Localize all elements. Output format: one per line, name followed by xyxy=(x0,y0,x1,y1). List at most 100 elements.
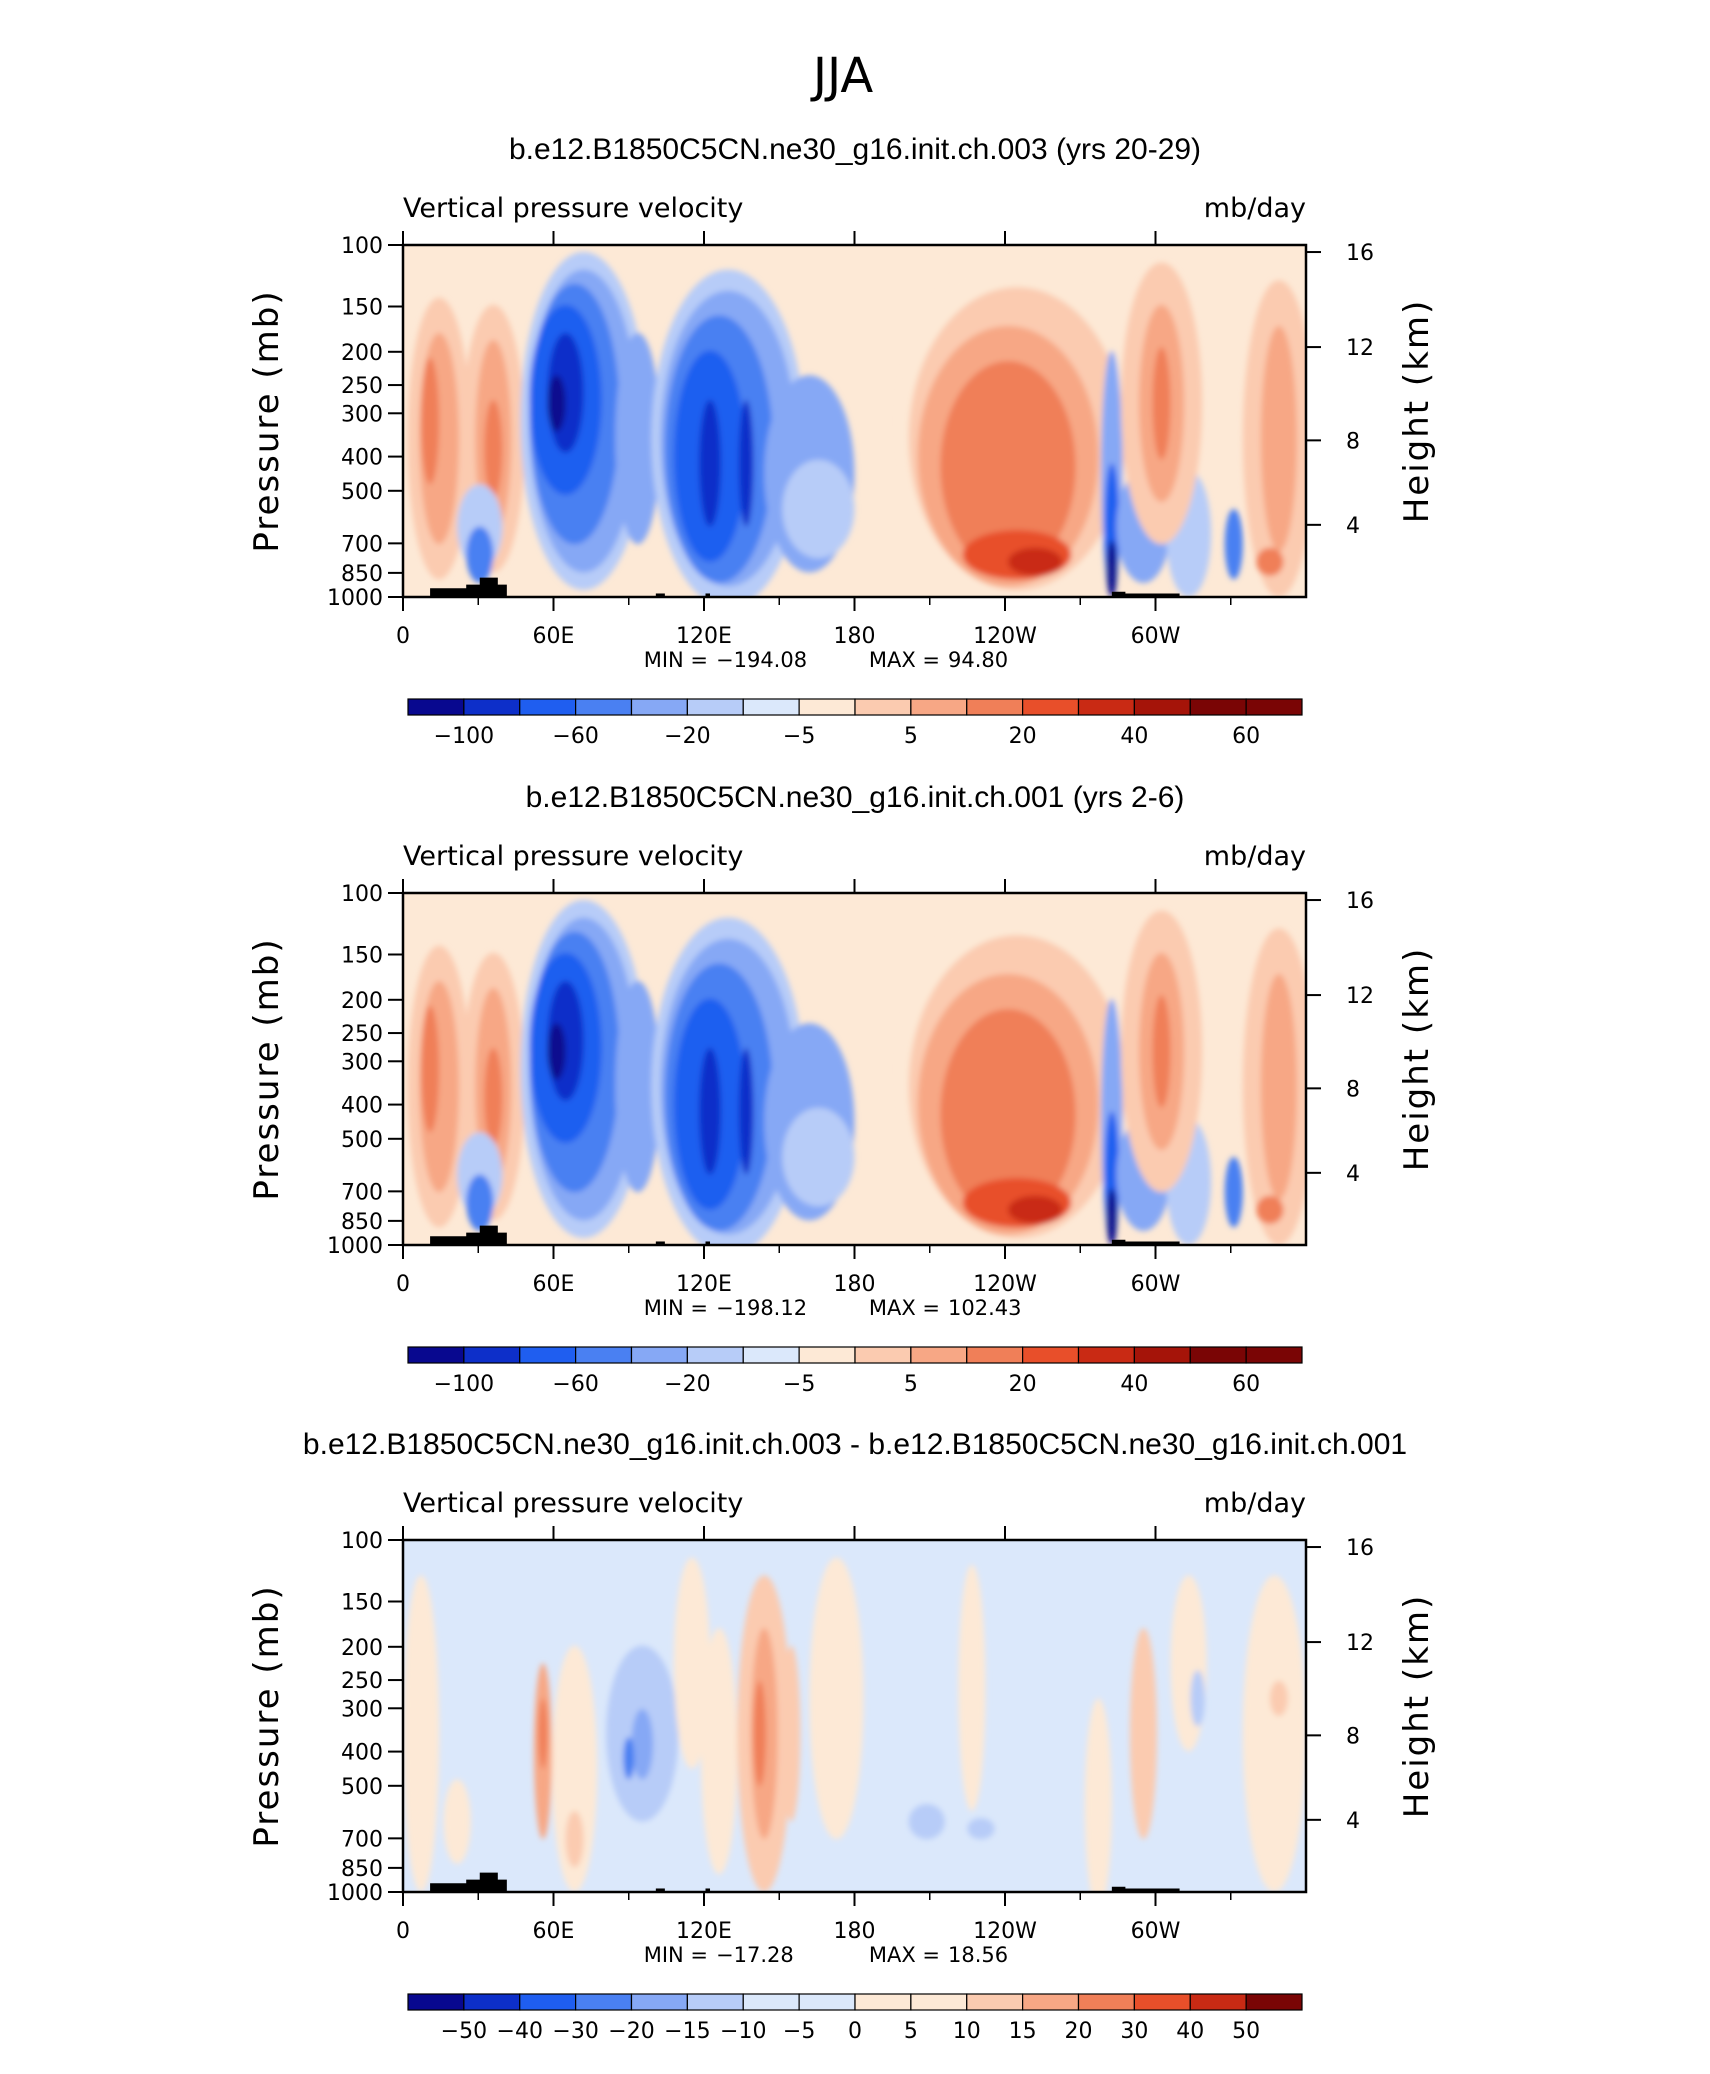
panel-1: b.e12.B1850C5CN.ne30_g16.init.ch.003 (yr… xyxy=(247,133,1437,749)
x-tick-label: 60W xyxy=(1131,624,1181,649)
colorbar: −100 −60 −20 −5 5 20 40 60 xyxy=(407,698,1303,749)
y-tick-label: 100 xyxy=(341,234,383,259)
colorbar-box xyxy=(1245,1993,1303,2011)
x-tick-label: 180 xyxy=(834,1919,876,1944)
y-tick-label: 100 xyxy=(341,1529,383,1554)
colorbar-label: −20 xyxy=(608,2019,654,2044)
colorbar-label: −100 xyxy=(434,1372,494,1397)
panel-title: b.e12.B1850C5CN.ne30_g16.init.ch.003 (yr… xyxy=(509,133,1201,166)
min-label: MIN = xyxy=(644,1943,708,1967)
colorbar-box xyxy=(1133,698,1191,716)
x-tick-label: 120E xyxy=(676,624,732,649)
units-label: mb/day xyxy=(1204,193,1306,224)
x-tick-label: 60E xyxy=(533,1919,575,1944)
y-tick-label: 150 xyxy=(341,943,383,968)
y-axis-title: Pressure (mb) xyxy=(247,1584,287,1847)
y-axis-title-right: Height (km) xyxy=(1397,1594,1437,1819)
max-label: MAX = xyxy=(869,1296,940,1320)
colorbar-box xyxy=(966,698,1024,716)
colorbar-box xyxy=(1133,1346,1191,1364)
colorbar-label: 5 xyxy=(904,1372,918,1397)
x-tick-label: 120E xyxy=(676,1919,732,1944)
y-tick-label: 500 xyxy=(341,1128,383,1153)
y-tick-label: 400 xyxy=(341,446,383,471)
min-label: MIN = xyxy=(644,1296,708,1320)
height-tick-label: 12 xyxy=(1346,336,1374,361)
colorbar-box xyxy=(742,698,800,716)
colorbar-box xyxy=(407,1346,465,1364)
y-axis-title: Pressure (mb) xyxy=(247,289,287,552)
height-tick-label: 16 xyxy=(1346,241,1374,266)
colorbar-box xyxy=(1077,1346,1135,1364)
colorbar-label: 0 xyxy=(848,2019,862,2044)
colorbar-label: −60 xyxy=(552,724,598,749)
figure-title: JJA xyxy=(810,48,873,104)
contour-field xyxy=(403,245,1306,597)
colorbar-box xyxy=(1022,1346,1080,1364)
y-tick-label: 300 xyxy=(341,1050,383,1075)
colorbar-box xyxy=(1022,1993,1080,2011)
colorbar-box xyxy=(910,698,968,716)
x-tick-label: 120W xyxy=(973,624,1037,649)
colorbar-box xyxy=(1133,1993,1191,2011)
variable-label: Vertical pressure velocity xyxy=(403,841,743,872)
colorbar-label: 10 xyxy=(953,2019,981,2044)
x-tick-label: 180 xyxy=(834,624,876,649)
contour-field xyxy=(403,1540,1306,1892)
x-tick-label: 120W xyxy=(973,1272,1037,1297)
colorbar-label: −5 xyxy=(783,724,815,749)
panel-title: b.e12.B1850C5CN.ne30_g16.init.ch.003 - b… xyxy=(303,1428,1407,1461)
colorbar-box xyxy=(630,698,688,716)
colorbar-box xyxy=(1189,1346,1247,1364)
colorbar-box xyxy=(630,1346,688,1364)
colorbar-box xyxy=(407,698,465,716)
colorbar-label: −20 xyxy=(664,724,710,749)
y-tick-label: 500 xyxy=(341,1775,383,1800)
y-axis-title-right: Height (km) xyxy=(1397,299,1437,524)
colorbar-box xyxy=(742,1993,800,2011)
variable-label: Vertical pressure velocity xyxy=(403,193,743,224)
max-value: 94.80 xyxy=(948,648,1008,672)
colorbar-box xyxy=(966,1346,1024,1364)
colorbar-box xyxy=(798,1993,856,2011)
max-label: MAX = xyxy=(869,1943,940,1967)
colorbar-box xyxy=(910,1993,968,2011)
colorbar-label: 40 xyxy=(1120,724,1148,749)
y-tick-label: 200 xyxy=(341,1636,383,1661)
y-tick-label: 1000 xyxy=(327,586,383,611)
colorbar-label: −40 xyxy=(497,2019,543,2044)
colorbar-box xyxy=(1022,698,1080,716)
colorbar-label: −100 xyxy=(434,724,494,749)
y-axis-title-right: Height (km) xyxy=(1397,947,1437,1172)
y-tick-label: 200 xyxy=(341,989,383,1014)
x-tick-label: 0 xyxy=(396,624,410,649)
colorbar-box xyxy=(519,698,577,716)
colorbar-box xyxy=(519,1993,577,2011)
colorbar-label: 5 xyxy=(904,2019,918,2044)
y-tick-label: 700 xyxy=(341,1827,383,1852)
colorbar-label: 40 xyxy=(1120,1372,1148,1397)
colorbar-box xyxy=(575,698,633,716)
y-tick-label: 1000 xyxy=(327,1234,383,1259)
panel-2: b.e12.B1850C5CN.ne30_g16.init.ch.001 (yr… xyxy=(247,781,1437,1397)
panel-3: b.e12.B1850C5CN.ne30_g16.init.ch.003 - b… xyxy=(247,1428,1437,2044)
colorbar: −100 −60 −20 −5 5 20 40 60 xyxy=(407,1346,1303,1397)
colorbar-box xyxy=(686,1993,744,2011)
colorbar-label: −50 xyxy=(441,2019,487,2044)
y-axis-title: Pressure (mb) xyxy=(247,937,287,1200)
colorbar-label: −10 xyxy=(720,2019,766,2044)
y-tick-label: 250 xyxy=(341,1022,383,1047)
colorbar-label: −5 xyxy=(783,2019,815,2044)
colorbar-box xyxy=(742,1346,800,1364)
y-tick-label: 850 xyxy=(341,1210,383,1235)
y-tick-label: 1000 xyxy=(327,1881,383,1906)
colorbar-box xyxy=(575,1993,633,2011)
colorbar-label: 20 xyxy=(1009,724,1037,749)
variable-label: Vertical pressure velocity xyxy=(403,1488,743,1519)
height-tick-label: 8 xyxy=(1346,1077,1360,1102)
colorbar-box xyxy=(686,1346,744,1364)
y-tick-label: 700 xyxy=(341,1180,383,1205)
colorbar-box xyxy=(686,698,744,716)
height-tick-label: 16 xyxy=(1346,889,1374,914)
y-tick-label: 400 xyxy=(341,1741,383,1766)
